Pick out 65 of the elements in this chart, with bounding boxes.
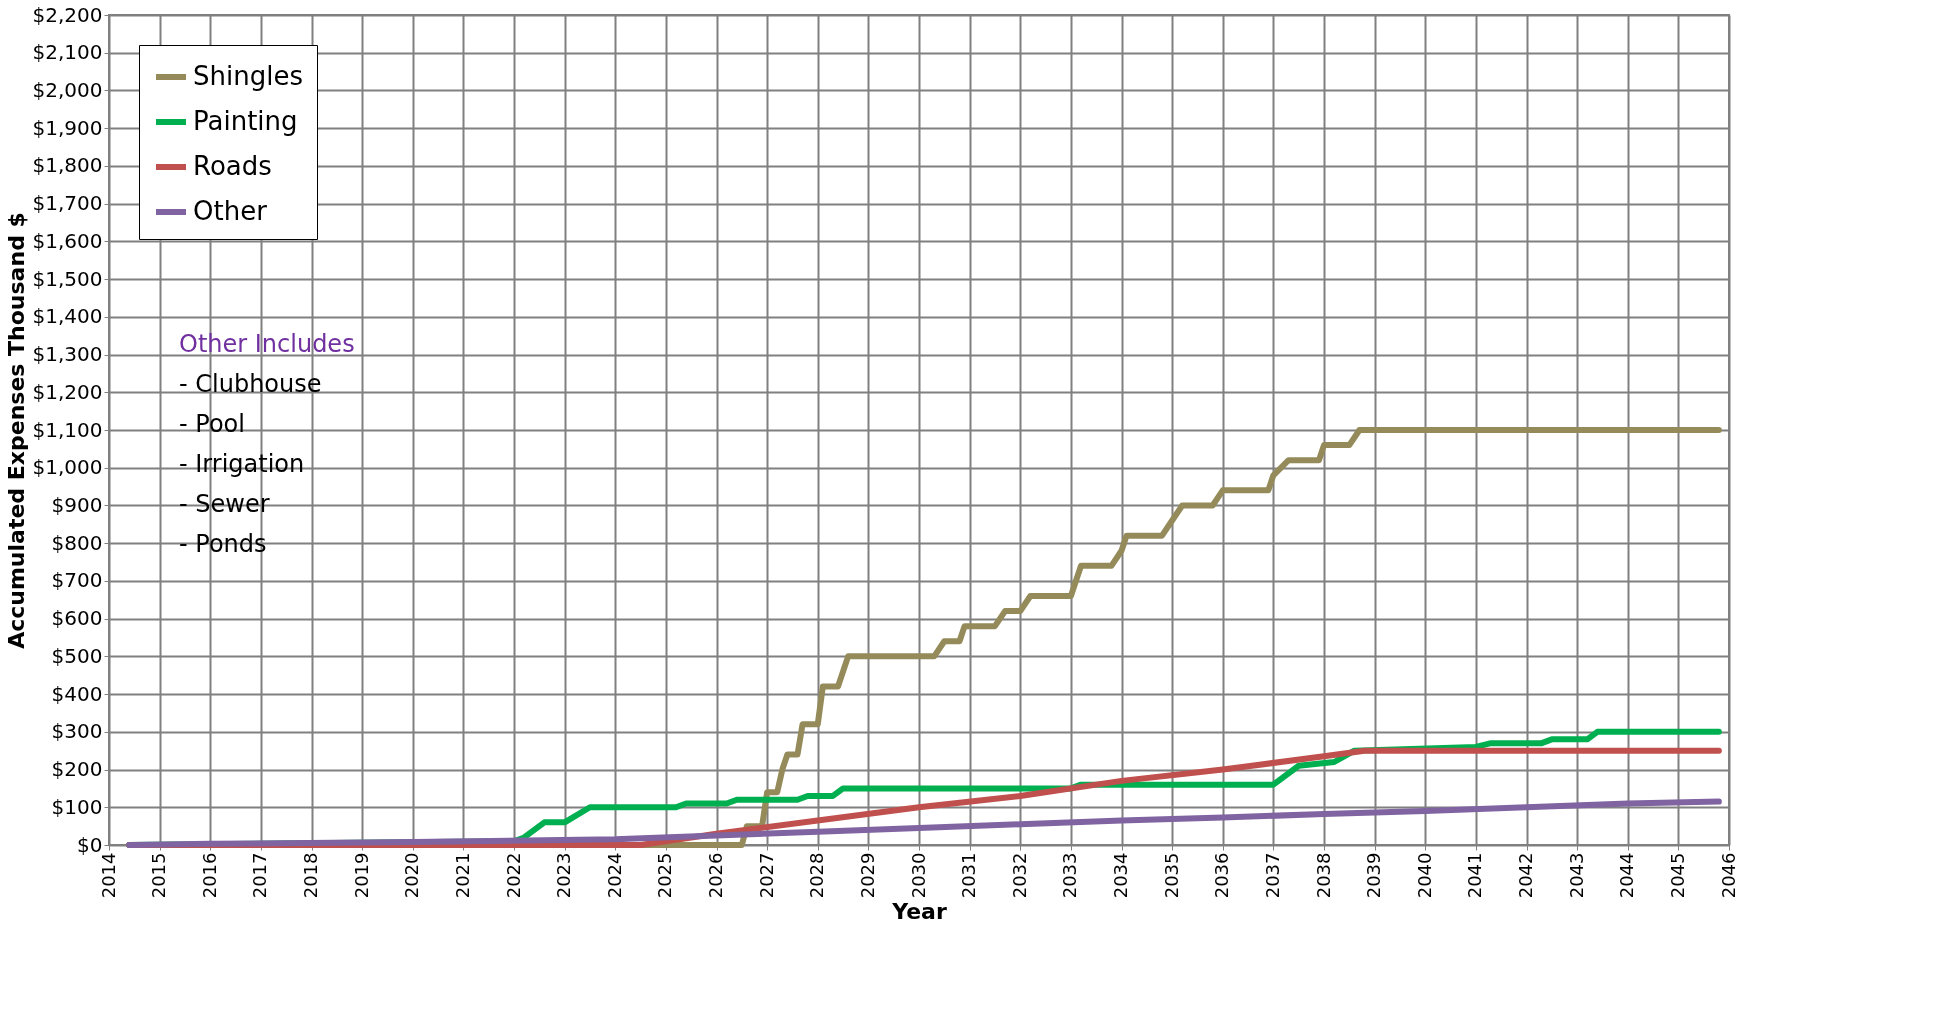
- x-tick-label: 2032: [1008, 852, 1030, 899]
- annotation: - Ponds: [179, 530, 267, 558]
- x-tick-label: 2025: [654, 852, 676, 899]
- x-tick-label: 2033: [1059, 852, 1081, 899]
- y-tick-label: $1,700: [32, 191, 103, 216]
- x-tick-label: 2022: [502, 852, 524, 899]
- x-tick-label: 2034: [1110, 852, 1131, 899]
- y-tick-label: $500: [51, 643, 103, 668]
- y-tick-label: $200: [51, 757, 103, 782]
- y-tick-label: $1,800: [32, 153, 103, 178]
- x-tick-label: 2036: [1211, 852, 1233, 899]
- x-tick-label: 2045: [1666, 852, 1688, 899]
- y-tick-label: $400: [51, 681, 103, 706]
- x-tick-label: 2040: [1413, 852, 1435, 899]
- y-tick-label: $1,200: [32, 379, 103, 404]
- x-tick-label: 2038: [1312, 852, 1334, 899]
- x-tick-label: 2016: [198, 852, 220, 899]
- y-tick-label: $2,000: [32, 77, 103, 102]
- legend-label: Roads: [193, 151, 272, 181]
- x-tick-label: 2037: [1261, 852, 1283, 899]
- x-axis-title: Year: [891, 899, 947, 925]
- y-tick-label: $900: [51, 492, 103, 517]
- x-tick-label: 2015: [148, 852, 170, 899]
- x-tick-label: 2024: [603, 852, 625, 899]
- x-tick-label: 2029: [856, 852, 878, 899]
- y-tick-label: $700: [51, 568, 103, 593]
- y-tick-label: $1,900: [32, 115, 103, 140]
- annotation: - Pool: [179, 410, 245, 438]
- legend-label: Painting: [193, 106, 298, 136]
- x-tick-label: 2046: [1717, 852, 1739, 899]
- annotation: - Irrigation: [179, 450, 305, 478]
- y-tick-label: $1,100: [32, 417, 103, 442]
- x-tick-label: 2026: [705, 852, 726, 899]
- y-tick-label: $300: [51, 719, 103, 744]
- y-axis-title: Accumulated Expenses Thousand $: [3, 212, 29, 649]
- x-tick-label: 2028: [806, 852, 828, 899]
- legend-label: Shingles: [193, 61, 303, 91]
- x-tick-label: 2021: [451, 852, 473, 899]
- y-tick-label: $600: [51, 606, 103, 631]
- x-tick-label: 2027: [755, 852, 777, 899]
- x-tick-label: 2030: [907, 852, 929, 899]
- annotation: - Clubhouse: [179, 370, 322, 398]
- y-tick-label: $1,600: [32, 228, 103, 253]
- x-tick-label: 2035: [1160, 852, 1182, 899]
- x-tick-label: 2018: [300, 852, 321, 899]
- y-tick-label: $2,200: [32, 2, 103, 27]
- y-tick-label: $100: [51, 794, 103, 819]
- x-tick-label: 2017: [249, 852, 271, 899]
- x-tick-label: 2044: [1616, 852, 1638, 899]
- y-tick-label: $1,000: [32, 455, 103, 480]
- y-tick-label: $2,100: [32, 40, 103, 65]
- y-tick-label: $800: [51, 530, 103, 555]
- x-tick-label: 2042: [1515, 852, 1536, 899]
- x-tick-label: 2041: [1464, 852, 1486, 899]
- x-tick-label: 2023: [553, 852, 575, 899]
- x-tick-label: 2039: [1363, 852, 1385, 899]
- y-tick-label: $1,500: [32, 266, 103, 291]
- y-tick-label: $1,300: [32, 342, 103, 367]
- x-tick-label: 2019: [350, 852, 372, 899]
- x-tick-label: 2020: [401, 852, 423, 899]
- x-tick-label: 2031: [958, 852, 980, 899]
- annotation: - Sewer: [179, 490, 270, 518]
- x-tick-label: 2043: [1565, 852, 1587, 899]
- legend-label: Other: [193, 196, 268, 226]
- y-tick-label: $1,400: [32, 304, 103, 329]
